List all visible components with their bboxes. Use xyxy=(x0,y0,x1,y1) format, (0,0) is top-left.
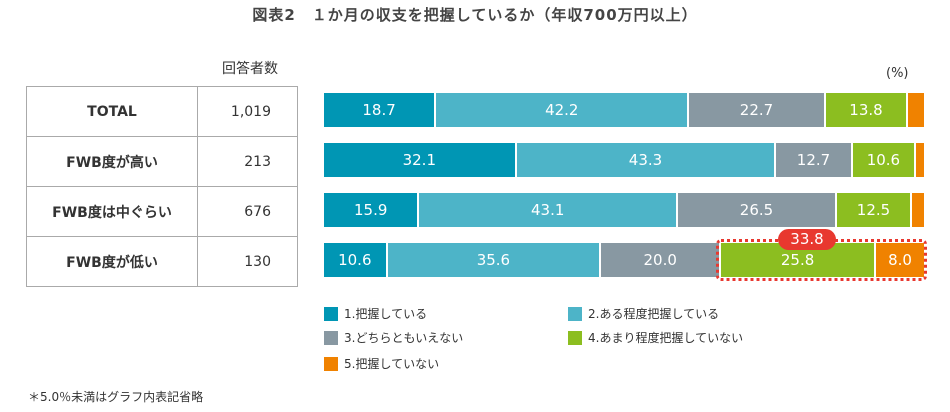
data-label: 12.5 xyxy=(856,201,891,219)
bar-segment: 22.7 xyxy=(689,93,826,127)
data-label: 22.7 xyxy=(739,101,774,119)
unit-label: (%) xyxy=(886,66,909,81)
legend-swatch xyxy=(568,330,582,345)
bar-segment: 18.7 xyxy=(324,93,437,127)
bar-segment xyxy=(916,143,924,177)
footnote: ＊5.0％未満はグラフ内表記省略 xyxy=(28,390,204,404)
bar-segment: 26.5 xyxy=(678,193,837,227)
bar-segment: 15.9 xyxy=(324,193,420,227)
bar-segment: 10.6 xyxy=(852,143,917,177)
bar-segment: 8.0 xyxy=(876,243,924,277)
legend-label: 4.あまり程度把握していない xyxy=(588,331,744,345)
respondent-count: 130 xyxy=(197,236,298,287)
legend-item: 4.あまり程度把握していない xyxy=(568,329,743,346)
data-label: 13.8 xyxy=(849,101,883,119)
bar-segment: 43.3 xyxy=(516,143,777,177)
data-label: 18.7 xyxy=(362,101,396,119)
data-label: 43.3 xyxy=(628,151,663,169)
bar-segment: 42.2 xyxy=(436,93,690,127)
legend-item: 5.把握していない xyxy=(324,355,439,372)
data-label: 25.8 xyxy=(780,251,815,269)
data-label: 8.0 xyxy=(888,251,912,269)
chart-title: 図表2 １か月の収支を把握しているか（年収700万円以上） xyxy=(252,6,698,24)
category-table: TOTAL 1,019 FWB度が高い 213 FWB度は中ぐらい 676 FWB度が低い 1… xyxy=(26,86,298,287)
respondent-count: 1,019 xyxy=(197,86,298,137)
table-row: FWB度が低い 130 xyxy=(26,236,298,287)
legend-item: 3.どちらともいえない xyxy=(324,329,463,346)
data-label: 10.6 xyxy=(338,251,372,269)
data-label: 43.1 xyxy=(530,201,565,219)
bar-segment: 13.8 xyxy=(825,93,909,127)
category-label: FWB度が高い xyxy=(26,136,198,187)
bar-segment: 12.5 xyxy=(837,193,912,227)
bar-segment: 32.1 xyxy=(324,143,517,177)
category-label: TOTAL xyxy=(26,86,198,137)
data-label: 26.5 xyxy=(739,201,774,219)
bar-segment: 43.1 xyxy=(419,193,678,227)
data-label: 20.0 xyxy=(643,251,677,269)
data-label: 10.6 xyxy=(866,151,901,169)
bar-segment xyxy=(912,193,924,227)
legend-label: 3.どちらともいえない xyxy=(344,331,464,345)
table-row: TOTAL 1,019 xyxy=(26,86,298,137)
bar-segment: 12.7 xyxy=(776,143,853,177)
bar-segment: 35.6 xyxy=(387,243,602,277)
bar-segment xyxy=(908,93,924,127)
legend-swatch xyxy=(324,330,338,345)
data-label: 15.9 xyxy=(353,201,388,219)
legend-swatch xyxy=(324,306,338,321)
category-label: FWB度は中ぐらい xyxy=(26,186,198,237)
data-label: 42.2 xyxy=(545,101,579,119)
legend-item: 1.把握している xyxy=(324,305,427,322)
legend-swatch xyxy=(568,306,582,321)
bar-segment: 20.0 xyxy=(601,243,722,277)
respondents-header: 回答者数 xyxy=(222,61,278,77)
data-label: 35.6 xyxy=(476,251,511,269)
respondent-count: 676 xyxy=(197,186,298,237)
data-label: 32.1 xyxy=(402,151,436,169)
legend-swatch xyxy=(324,356,338,371)
bar-segment: 10.6 xyxy=(324,243,388,277)
data-label: 12.7 xyxy=(796,151,831,169)
table-row: FWB度が高い 213 xyxy=(26,136,298,187)
respondent-count: 213 xyxy=(197,136,298,187)
legend-item: 2.ある程度把握している xyxy=(568,305,719,322)
table-row: FWB度は中ぐらい 676 xyxy=(26,186,298,237)
annotation-badge: 33.8 xyxy=(778,229,836,250)
legend-label: 2.ある程度把握している xyxy=(588,307,720,321)
legend-label: 5.把握していない xyxy=(344,357,440,371)
legend-label: 1.把握している xyxy=(344,307,428,321)
category-label: FWB度が低い xyxy=(26,236,198,287)
